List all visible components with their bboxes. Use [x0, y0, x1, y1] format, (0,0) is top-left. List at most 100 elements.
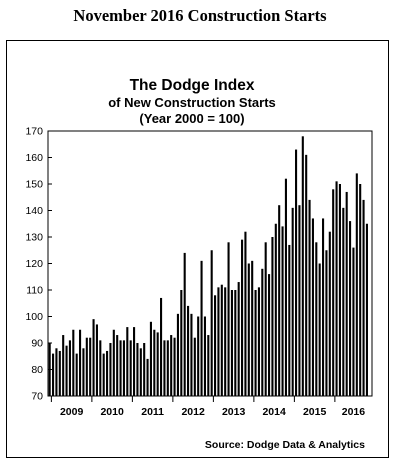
bar — [365, 223, 368, 396]
bar — [95, 324, 98, 396]
bar — [301, 136, 304, 397]
bar — [322, 218, 325, 396]
page-title: November 2016 Construction Starts — [73, 6, 327, 25]
bar — [342, 207, 345, 396]
bar — [278, 205, 281, 396]
bar — [193, 337, 196, 396]
bar — [234, 290, 237, 396]
bar — [133, 327, 136, 396]
bar — [173, 337, 176, 396]
bar — [349, 221, 352, 396]
y-tick-label: 80 — [31, 364, 43, 376]
bar — [352, 247, 355, 396]
bar — [247, 263, 250, 396]
bar — [65, 345, 68, 396]
bar — [241, 239, 244, 396]
bar — [112, 329, 115, 396]
bar — [295, 149, 298, 396]
bar — [284, 178, 287, 396]
bar — [315, 242, 318, 396]
bar — [305, 154, 308, 396]
bar — [160, 297, 163, 396]
bar — [183, 252, 186, 396]
x-tick-label: 2014 — [262, 406, 286, 418]
chart-title: The Dodge Index — [130, 77, 255, 94]
bar — [82, 348, 85, 396]
bar — [227, 242, 230, 396]
chart-subtitle: of New Construction Starts — [108, 95, 276, 110]
x-tick-label: 2010 — [100, 406, 124, 418]
bar — [298, 205, 301, 396]
bar — [89, 337, 92, 396]
y-tick-label: 90 — [31, 338, 43, 350]
chart-base-note: (Year 2000 = 100) — [139, 111, 244, 126]
bar — [291, 207, 294, 396]
bar — [355, 173, 358, 396]
bar — [126, 327, 129, 396]
bar — [55, 348, 58, 396]
bar — [122, 340, 125, 396]
bar — [119, 340, 122, 396]
bar — [149, 321, 152, 396]
y-tick-label: 170 — [25, 126, 43, 138]
x-tick-label: 2015 — [303, 406, 327, 418]
bar — [203, 316, 206, 396]
bar — [58, 350, 61, 396]
bar — [106, 350, 109, 396]
bar — [92, 319, 95, 396]
bar — [362, 199, 365, 396]
bar — [332, 189, 335, 396]
bar — [335, 181, 338, 396]
bar — [153, 329, 156, 396]
bar — [68, 340, 71, 396]
bar — [75, 353, 78, 396]
bar — [328, 231, 331, 396]
y-tick-label: 120 — [25, 258, 43, 270]
bar — [146, 358, 149, 396]
x-tick-label: 2012 — [181, 406, 205, 418]
bar — [264, 242, 267, 396]
bar — [214, 295, 217, 396]
bar — [251, 260, 254, 396]
bar — [129, 340, 132, 396]
bar — [345, 191, 348, 396]
bar — [136, 343, 139, 396]
bar — [257, 287, 260, 396]
bar — [176, 313, 179, 396]
bar — [52, 353, 55, 396]
bar — [325, 250, 328, 396]
bar — [109, 343, 112, 396]
bar — [268, 274, 271, 396]
source-note: Source: Dodge Data & Analytics — [205, 439, 365, 451]
bar — [230, 290, 233, 396]
y-tick-label: 150 — [25, 179, 43, 191]
bar — [79, 329, 82, 396]
bar — [180, 290, 183, 396]
bar — [338, 184, 341, 396]
bar — [99, 340, 102, 396]
y-tick-label: 100 — [25, 311, 43, 323]
bar — [163, 340, 166, 396]
bar — [170, 335, 173, 396]
bar — [102, 353, 105, 396]
bar — [237, 282, 240, 396]
bar — [271, 237, 274, 396]
bar — [244, 231, 247, 396]
plot-area: 70 80 90 100 110 120 130 140 150 160 170 2009 2010 20… — [25, 126, 373, 418]
bar — [359, 184, 362, 396]
bar — [207, 335, 210, 396]
x-tick-label: 2016 — [342, 406, 366, 418]
bar — [217, 287, 220, 396]
bar — [197, 316, 200, 396]
y-tick-label: 130 — [25, 232, 43, 244]
bar — [139, 348, 142, 396]
bar — [166, 340, 169, 396]
y-tick-label: 70 — [31, 391, 43, 403]
y-tick-label: 160 — [25, 152, 43, 164]
x-tick-label: 2011 — [141, 406, 164, 418]
y-tick-label: 110 — [26, 285, 43, 297]
bar — [220, 284, 223, 396]
bar — [288, 244, 291, 396]
x-tick-label: 2009 — [60, 406, 84, 418]
